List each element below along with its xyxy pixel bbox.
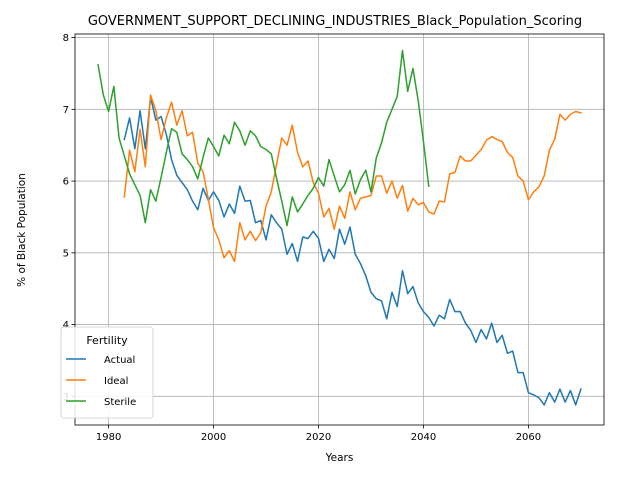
chart-title: GOVERNMENT_SUPPORT_DECLINING_INDUSTRIES_…: [88, 14, 582, 29]
x-tick-label: 2000: [201, 432, 226, 443]
x-tick-label: 2060: [516, 432, 541, 443]
series-lines: [97, 49, 582, 406]
legend: Fertility Actual Ideal Sterile: [60, 326, 154, 419]
legend-label-sterile: Sterile: [104, 397, 136, 408]
x-tick-label: 2040: [411, 432, 436, 443]
x-axis-label: Years: [325, 452, 354, 464]
series-line-actual: [123, 96, 582, 406]
x-tick-label: 2020: [306, 432, 331, 443]
x-tick-label: 1980: [96, 432, 121, 443]
legend-box: [60, 326, 154, 419]
y-tick-label: 6: [63, 177, 69, 188]
plot-area-frame: [74, 33, 605, 426]
y-axis-label: % of Black Population: [16, 173, 28, 287]
legend-label-ideal: Ideal: [104, 376, 128, 387]
series-line-sterile: [97, 49, 430, 227]
y-tick-label: 8: [63, 33, 69, 44]
legend-label-actual: Actual: [104, 355, 135, 366]
legend-entries: Actual Ideal Sterile: [66, 355, 136, 408]
y-tick-label: 4: [63, 320, 69, 331]
legend-title: Fertility: [86, 334, 128, 347]
y-tick-label: 5: [63, 248, 69, 259]
y-tick-label: 7: [63, 105, 69, 116]
